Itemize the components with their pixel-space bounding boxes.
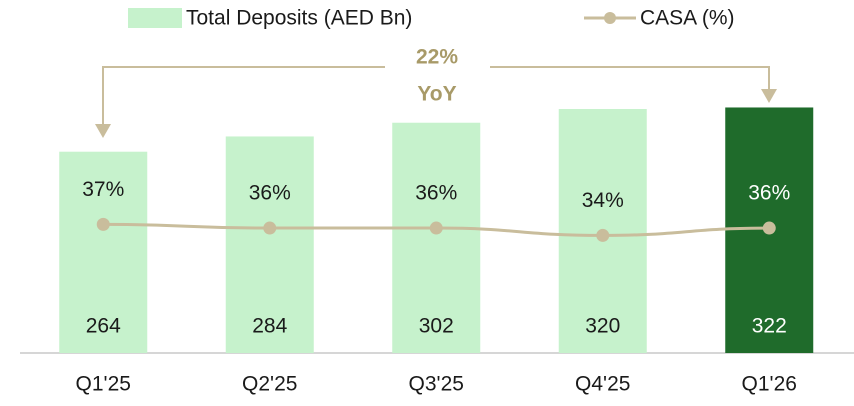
casa-value-label: 36% [249, 182, 291, 205]
arrowhead [95, 124, 111, 138]
x-tick-label: Q3'25 [409, 373, 464, 396]
legend-label: CASA (%) [640, 7, 735, 30]
bar [225, 136, 314, 353]
casa-marker [263, 221, 277, 235]
bar-value-label: 284 [252, 315, 287, 338]
casa-value-label: 34% [582, 189, 624, 212]
legend-marker [604, 12, 616, 24]
bar-value-label: 320 [585, 315, 620, 338]
casa-marker [429, 221, 443, 235]
bar-value-label: 322 [752, 315, 787, 338]
x-tick-label: Q4'25 [575, 373, 630, 396]
yoy-arrow [102, 66, 770, 128]
casa-marker [762, 221, 776, 235]
casa-value-label: 37% [82, 178, 124, 201]
casa-value-label: 36% [748, 182, 790, 205]
casa-marker [596, 228, 610, 242]
annotation: 22% [416, 46, 458, 69]
x-tick-label: Q1'25 [76, 373, 131, 396]
bar-value-label: 302 [419, 315, 454, 338]
casa-value-label: 36% [415, 182, 457, 205]
x-tick-label: Q1'26 [742, 373, 797, 396]
legend-swatch [128, 8, 182, 28]
annotation: YoY [417, 83, 456, 106]
x-tick-label: Q2'25 [242, 373, 297, 396]
bar-value-label: 264 [86, 315, 121, 338]
casa-marker [96, 217, 110, 231]
arrowhead [761, 89, 777, 103]
bar [59, 151, 148, 353]
legend-label: Total Deposits (AED Bn) [186, 7, 412, 30]
bar [392, 122, 481, 353]
